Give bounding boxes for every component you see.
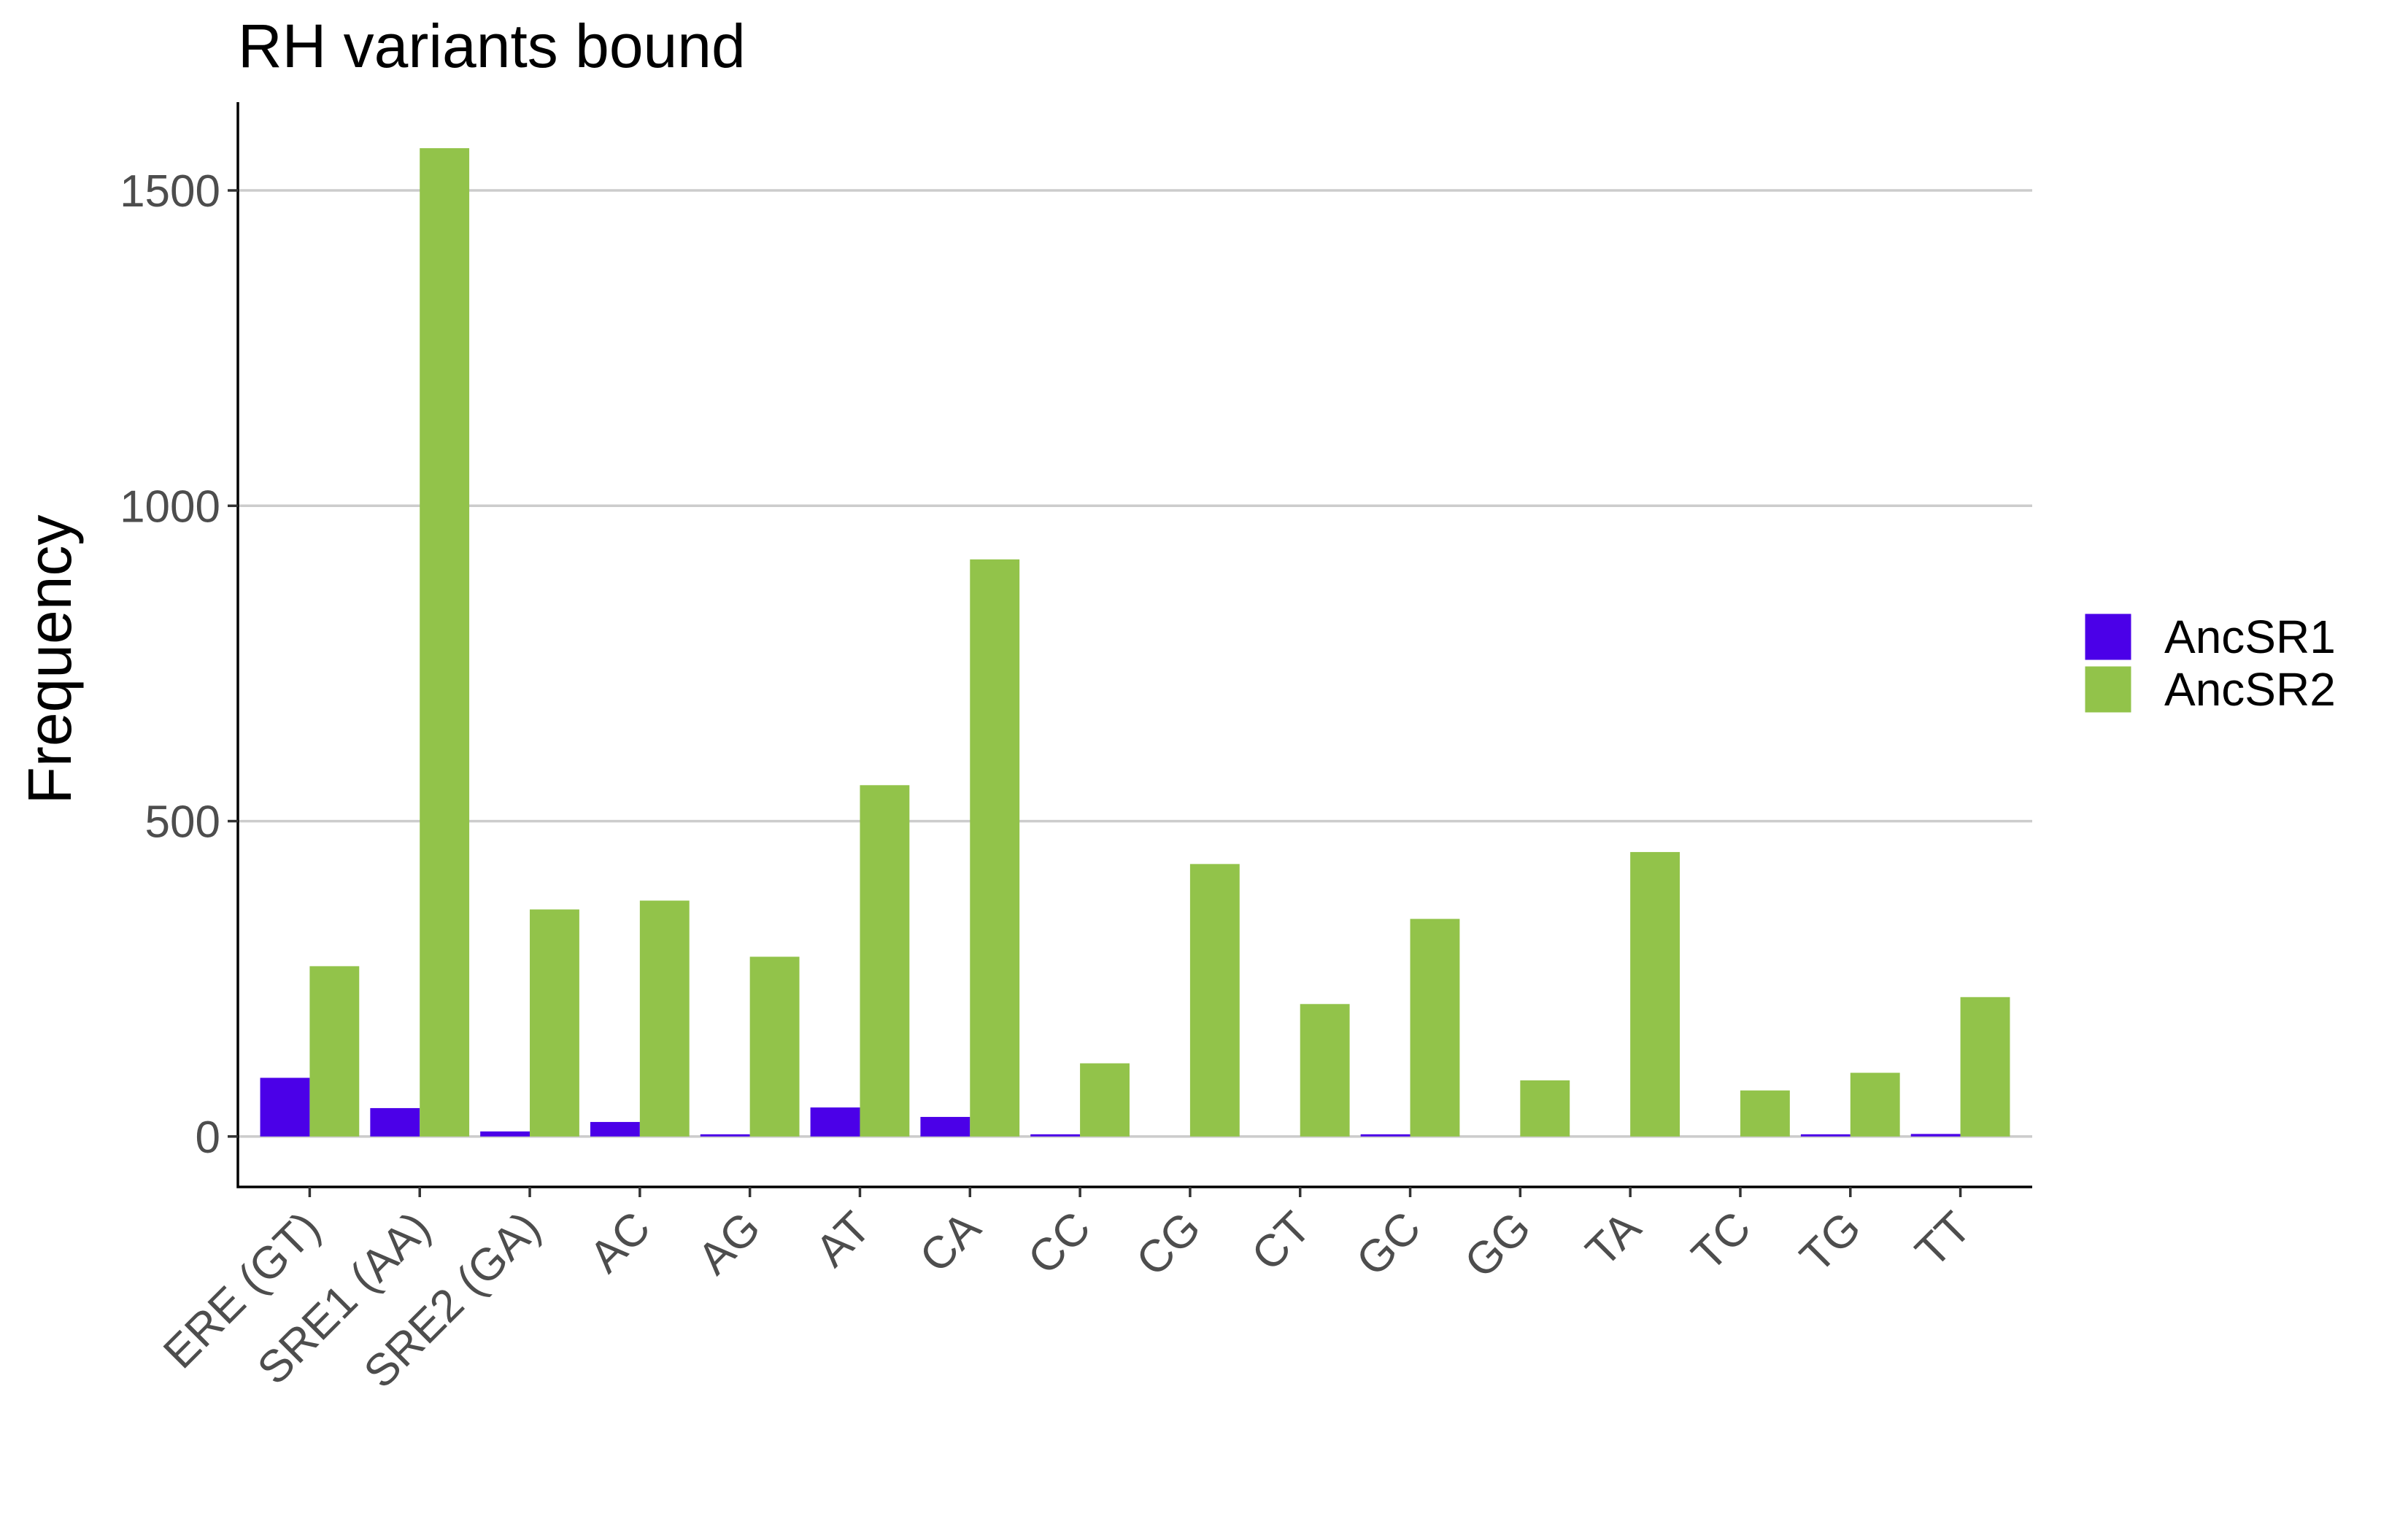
bar-AncSR1-ERE-GT- <box>260 1078 310 1137</box>
bar-AncSR2-SRE1-AA- <box>420 148 470 1137</box>
x-tick-label: TT <box>1906 1202 1980 1277</box>
bar-AncSR2-AT <box>860 785 910 1137</box>
legend-label-AncSR1: AncSR1 <box>2164 611 2336 663</box>
bar-AncSR2-TA <box>1630 851 1680 1137</box>
bar-AncSR1-AG <box>700 1134 750 1137</box>
bar-AncSR2-CT <box>1300 1004 1350 1137</box>
x-tick-label: AT <box>806 1202 881 1277</box>
bar-AncSR1-TG <box>1800 1134 1851 1137</box>
bar-AncSR1-GC <box>1360 1134 1411 1137</box>
x-tick-label: CG <box>1127 1202 1211 1286</box>
bar-AncSR1-TT <box>1910 1134 1961 1137</box>
bar-AncSR2-CA <box>970 559 1020 1137</box>
bar-AncSR1-AC <box>590 1121 640 1137</box>
bar-AncSR2-AC <box>639 900 690 1137</box>
gridlines <box>238 189 2032 1138</box>
bar-AncSR2-GG <box>1520 1080 1570 1137</box>
x-tick-label: TA <box>1576 1202 1651 1277</box>
x-tick-label: TC <box>1683 1202 1761 1280</box>
bar-AncSR2-TT <box>1960 997 2010 1137</box>
bar-AncSR1-CC <box>1030 1134 1081 1137</box>
x-tick-label: GC <box>1347 1202 1431 1286</box>
bar-AncSR1-SRE1-AA- <box>370 1107 420 1137</box>
x-tick-label: AC <box>580 1202 660 1283</box>
bar-AncSR2-AG <box>749 956 800 1137</box>
x-tick-label: CC <box>1019 1202 1100 1284</box>
y-axis-ticks: 0 500 1000 1500 <box>120 166 238 1163</box>
x-tick-label: CT <box>1242 1202 1320 1280</box>
bar-AncSR1-CA <box>920 1117 970 1137</box>
legend-label-AncSR2: AncSR2 <box>2164 663 2336 716</box>
bar-AncSR2-CC <box>1080 1063 1130 1137</box>
y-axis-title: Frequency <box>15 515 84 805</box>
y-tick-label: 0 <box>196 1113 220 1163</box>
bar-AncSR1-SRE2-GA- <box>480 1131 530 1137</box>
x-tick-label: AG <box>688 1202 770 1284</box>
bars <box>260 148 2010 1137</box>
y-tick-label: 1500 <box>120 166 220 217</box>
bar-AncSR1-AT <box>810 1107 860 1137</box>
bar-AncSR2-ERE-GT- <box>309 966 360 1137</box>
legend-key-AncSR2 <box>2083 664 2134 715</box>
y-tick-label: 500 <box>145 797 220 848</box>
axes <box>236 102 2032 1188</box>
bar-AncSR2-TG <box>1850 1072 1900 1137</box>
bar-AncSR2-GC <box>1410 918 1460 1137</box>
chart-title: RH variants bound <box>238 12 746 80</box>
x-tick-label: GG <box>1455 1202 1540 1288</box>
legend-key-AncSR1 <box>2083 611 2134 662</box>
bar-AncSR2-SRE2-GA- <box>530 909 579 1137</box>
x-tick-label: CA <box>910 1202 990 1283</box>
x-axis-ticks: ERE (GT)SRE1 (AA)SRE2 (GA) AC AG AT CA CC CG CT… <box>154 1187 1980 1398</box>
y-tick-label: 1000 <box>120 481 220 532</box>
bar-AncSR2-CG <box>1189 864 1240 1137</box>
x-tick-label: TG <box>1791 1202 1871 1283</box>
axis-lines <box>236 102 2032 1188</box>
bar-AncSR2-TC <box>1740 1090 1790 1137</box>
